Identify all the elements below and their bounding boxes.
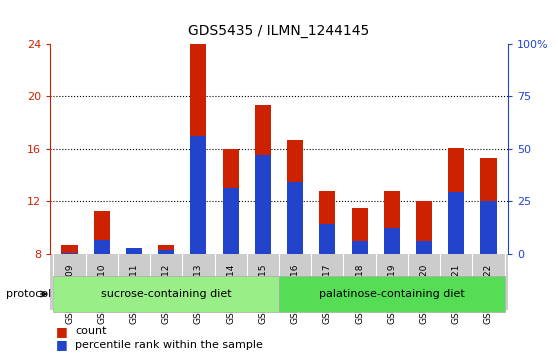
Bar [61,253,78,254]
Text: protocol: protocol [6,289,51,299]
Bar [158,250,174,254]
Bar [352,208,368,254]
Bar [126,252,142,254]
Bar [190,44,206,254]
Text: GDS5435 / ILMN_1244145: GDS5435 / ILMN_1244145 [189,24,369,38]
Bar [94,211,110,254]
Bar [480,201,497,254]
Bar [480,158,497,254]
Bar [287,140,303,254]
Bar [352,241,368,254]
Text: percentile rank within the sample: percentile rank within the sample [75,340,263,350]
Bar [448,147,464,254]
Bar [223,188,239,254]
Bar [448,192,464,254]
Bar [319,224,335,254]
Text: palatinose-containing diet: palatinose-containing diet [319,289,465,299]
Bar [384,228,400,254]
Bar [255,155,271,254]
Bar [416,241,432,254]
Text: sucrose-containing diet: sucrose-containing diet [101,289,232,299]
Bar [255,105,271,254]
Bar [158,245,174,254]
Text: count: count [75,326,107,336]
Bar [319,191,335,254]
Bar [61,245,78,254]
Bar [190,136,206,254]
Bar [94,240,110,254]
Bar [384,191,400,254]
Bar [287,182,303,254]
Bar [416,201,432,254]
Text: ■: ■ [56,325,68,338]
Bar [223,149,239,254]
Text: ■: ■ [56,338,68,351]
Bar [126,248,142,254]
